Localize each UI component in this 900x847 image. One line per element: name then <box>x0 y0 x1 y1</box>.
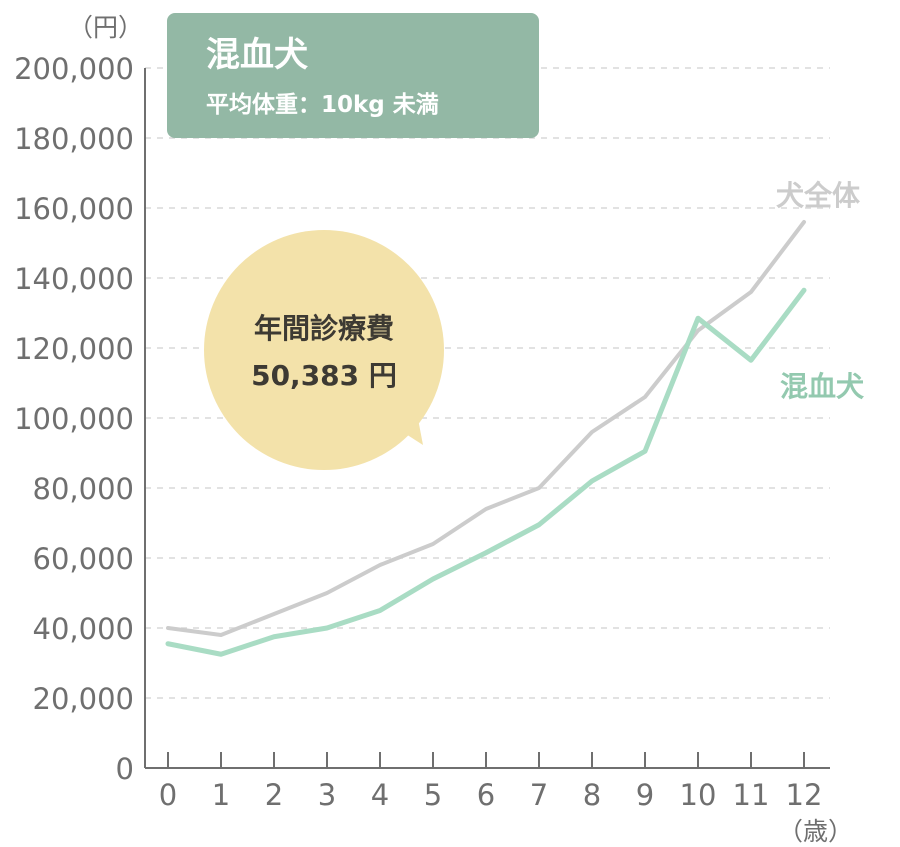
title-box: 混血犬 平均体重：10kg 未満 <box>167 13 539 138</box>
y-tick-label: 140,000 <box>14 262 134 296</box>
y-unit-label: （円） <box>68 13 143 42</box>
x-tick-label: 3 <box>318 778 336 812</box>
series-label-all-dogs: 犬全体 <box>776 179 861 212</box>
y-tick-label: 0 <box>116 752 134 786</box>
x-tick-label: 5 <box>424 778 442 812</box>
series-line-all-dogs <box>166 220 806 637</box>
annotation-label: 年間診療費 <box>254 312 394 345</box>
x-tick-label: 6 <box>477 778 495 812</box>
y-tick-label: 40,000 <box>33 612 134 646</box>
y-tick-labels: 0 20,000 40,000 60,000 80,000 100,000 120,000 1… <box>14 52 134 786</box>
title-box-bg <box>167 13 539 138</box>
annotation-value: 50,383 円 <box>251 359 397 392</box>
y-tick-label: 180,000 <box>14 122 134 156</box>
x-tick-labels: 0 1 2 3 4 5 6 7 8 9 10 11 12 <box>159 752 823 812</box>
series-line-mixed-breed <box>165 287 807 657</box>
bubble-tail <box>384 398 423 445</box>
y-tick-label: 200,000 <box>14 52 134 86</box>
chart-title: 混血犬 <box>206 35 308 75</box>
x-tick-label: 4 <box>371 778 389 812</box>
x-tick-label: 12 <box>786 778 823 812</box>
x-tick-label: 2 <box>265 778 283 812</box>
x-tick-label: 11 <box>733 778 770 812</box>
x-tick-label: 1 <box>212 778 230 812</box>
x-tick-label: 7 <box>530 778 548 812</box>
y-tick-label: 160,000 <box>14 192 134 226</box>
y-tick-label: 60,000 <box>33 542 134 576</box>
x-tick-label: 0 <box>159 778 177 812</box>
series-label-mixed-breed: 混血犬 <box>780 370 864 403</box>
x-tick-label: 9 <box>636 778 654 812</box>
annotation-bubble: 年間診療費 50,383 円 <box>204 230 444 470</box>
x-tick-label: 10 <box>680 778 717 812</box>
bubble-circle <box>204 230 444 470</box>
chart-subtitle: 平均体重：10kg 未満 <box>206 91 439 118</box>
y-tick-label: 80,000 <box>33 472 134 506</box>
x-unit-label: （歳） <box>778 817 853 846</box>
y-tick-label: 100,000 <box>14 402 134 436</box>
y-tick-label: 20,000 <box>33 682 134 716</box>
x-tick-label: 8 <box>583 778 601 812</box>
y-tick-label: 120,000 <box>14 332 134 366</box>
